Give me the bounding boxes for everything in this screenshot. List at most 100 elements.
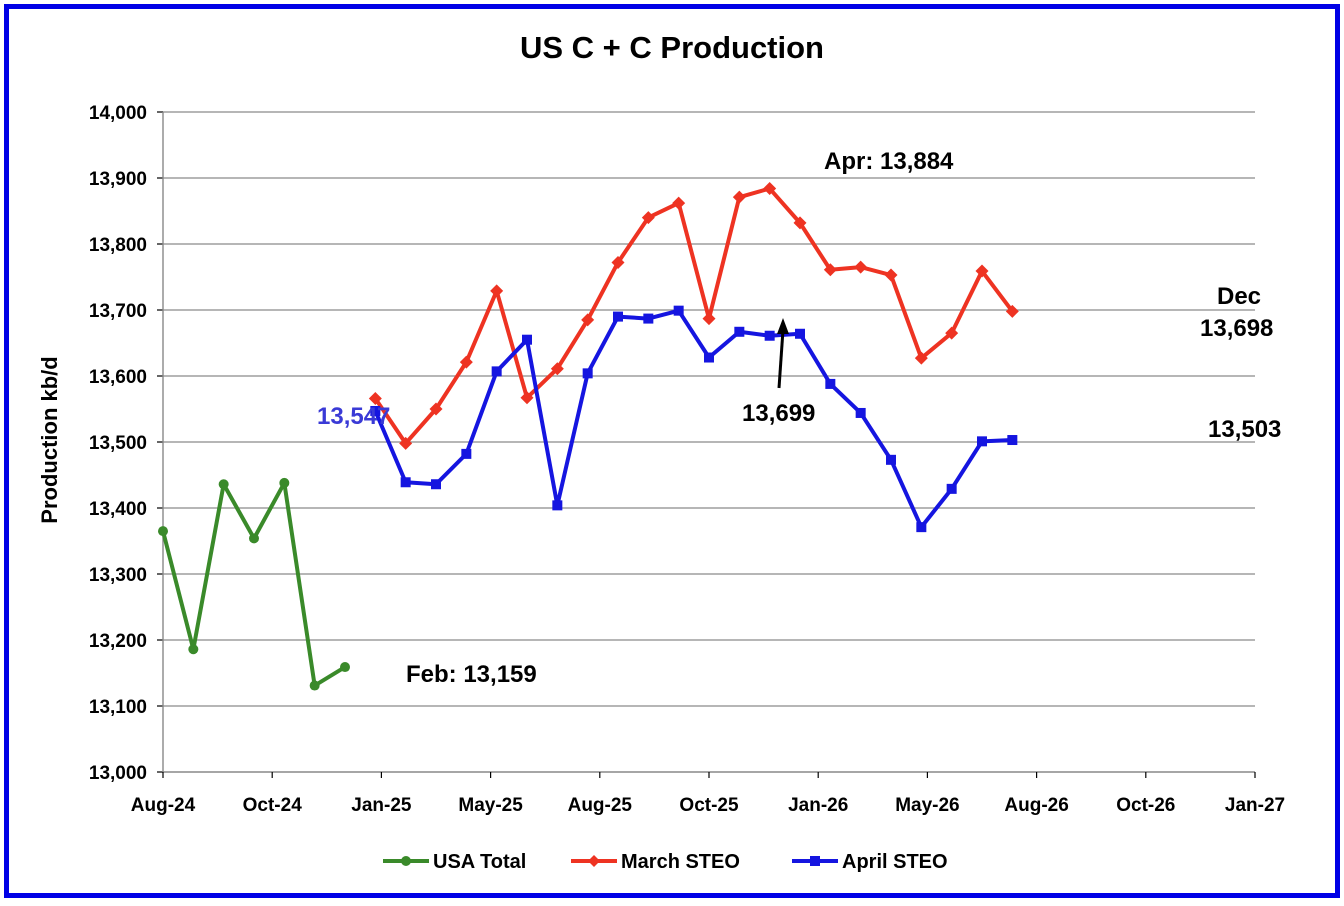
legend-marker xyxy=(401,856,411,866)
legend-marker xyxy=(588,855,600,867)
data-point xyxy=(855,407,866,418)
data-point xyxy=(550,362,564,376)
data-point xyxy=(368,391,382,405)
data-point xyxy=(823,263,837,277)
data-point xyxy=(399,436,413,450)
series-april-steo xyxy=(370,305,1018,533)
y-tick-label: 13,400 xyxy=(89,499,147,520)
x-tick-label: Jan-26 xyxy=(788,795,848,816)
y-tick-label: 14,000 xyxy=(89,103,147,124)
data-point xyxy=(1005,304,1019,318)
data-point xyxy=(461,448,472,459)
x-tick-label: May-25 xyxy=(458,795,523,816)
y-tick-label: 13,300 xyxy=(89,565,147,586)
data-point xyxy=(400,477,411,488)
data-point xyxy=(490,284,504,298)
data-point xyxy=(641,211,655,225)
data-point xyxy=(581,313,595,327)
legend-item: March STEO xyxy=(571,851,740,873)
data-point xyxy=(704,352,714,363)
x-tick-label: Jan-25 xyxy=(351,795,412,816)
x-tick-label: Jan-27 xyxy=(1225,795,1285,816)
legend-label: April STEO xyxy=(842,851,948,873)
data-point xyxy=(309,680,320,691)
data-point xyxy=(884,268,898,282)
y-tick-label: 13,500 xyxy=(89,433,147,454)
arrow-head xyxy=(777,318,789,334)
x-tick-label: Aug-26 xyxy=(1004,795,1068,816)
data-point xyxy=(340,662,350,673)
y-tick-label: 13,800 xyxy=(89,235,147,256)
chart-frame xyxy=(4,4,1340,898)
y-tick-label: 13,000 xyxy=(89,763,147,784)
series-usa-total xyxy=(158,477,350,691)
legend-label: March STEO xyxy=(621,851,740,873)
data-point xyxy=(522,334,532,345)
x-tick-label: Aug-25 xyxy=(568,795,633,816)
data-point xyxy=(491,366,502,377)
data-point xyxy=(158,526,168,537)
data-point xyxy=(764,330,775,341)
data-point xyxy=(946,483,957,494)
data-point xyxy=(886,454,896,465)
annotation-label: Apr: 13,884 xyxy=(824,148,954,175)
data-point xyxy=(611,255,625,269)
data-point xyxy=(916,522,927,533)
legend-item: USA Total xyxy=(383,851,526,873)
data-point xyxy=(975,264,989,278)
annotation-label: 13,699 xyxy=(742,400,815,427)
data-point xyxy=(702,312,716,326)
data-point xyxy=(582,368,593,379)
data-point xyxy=(732,190,746,204)
data-point xyxy=(1007,435,1018,446)
chart-title: US C + C Production xyxy=(520,30,824,65)
data-point xyxy=(459,355,473,369)
x-tick-label: Oct-24 xyxy=(243,795,303,816)
data-point xyxy=(734,326,745,337)
data-point xyxy=(188,644,199,655)
y-tick-label: 13,200 xyxy=(89,631,147,652)
series-line xyxy=(373,308,1013,530)
series-march-steo xyxy=(368,182,1019,450)
data-point xyxy=(825,378,836,389)
legend-marker xyxy=(810,856,820,866)
annotation-arrow xyxy=(777,329,785,389)
y-axis-label: Production kb/d xyxy=(37,356,62,523)
series-line xyxy=(373,186,1014,446)
data-point xyxy=(793,216,807,230)
data-point xyxy=(370,405,381,416)
data-point xyxy=(218,479,229,490)
data-point xyxy=(429,402,443,416)
data-point xyxy=(977,436,987,447)
data-point xyxy=(643,313,654,324)
data-point xyxy=(431,479,441,490)
series-line xyxy=(161,480,347,688)
y-tick-label: 13,700 xyxy=(89,301,147,322)
data-point xyxy=(249,533,259,544)
annotation-label: 13,547 xyxy=(317,403,390,430)
annotation-label: Feb: 13,159 xyxy=(406,661,537,688)
data-point xyxy=(854,260,868,274)
annotation-label: 13,503 xyxy=(1208,416,1281,443)
x-tick-label: Aug-24 xyxy=(131,795,196,816)
data-point xyxy=(673,305,684,316)
data-point xyxy=(945,326,959,340)
y-tick-label: 13,900 xyxy=(89,169,147,190)
x-tick-label: Oct-25 xyxy=(679,795,739,816)
annotation-label: 13,698 xyxy=(1200,315,1273,342)
data-point xyxy=(552,500,563,511)
data-point xyxy=(763,182,777,196)
data-point xyxy=(672,196,686,210)
y-tick-label: 13,600 xyxy=(89,367,147,388)
data-point xyxy=(795,328,805,339)
annotation-label: Dec xyxy=(1217,283,1261,310)
data-point xyxy=(279,477,290,488)
data-point xyxy=(914,351,928,365)
data-point xyxy=(520,391,534,405)
x-tick-label: Oct-26 xyxy=(1116,795,1175,816)
legend-item: April STEO xyxy=(792,851,948,873)
data-point xyxy=(613,311,623,322)
y-tick-label: 13,100 xyxy=(89,697,147,718)
x-tick-label: May-26 xyxy=(895,795,959,816)
